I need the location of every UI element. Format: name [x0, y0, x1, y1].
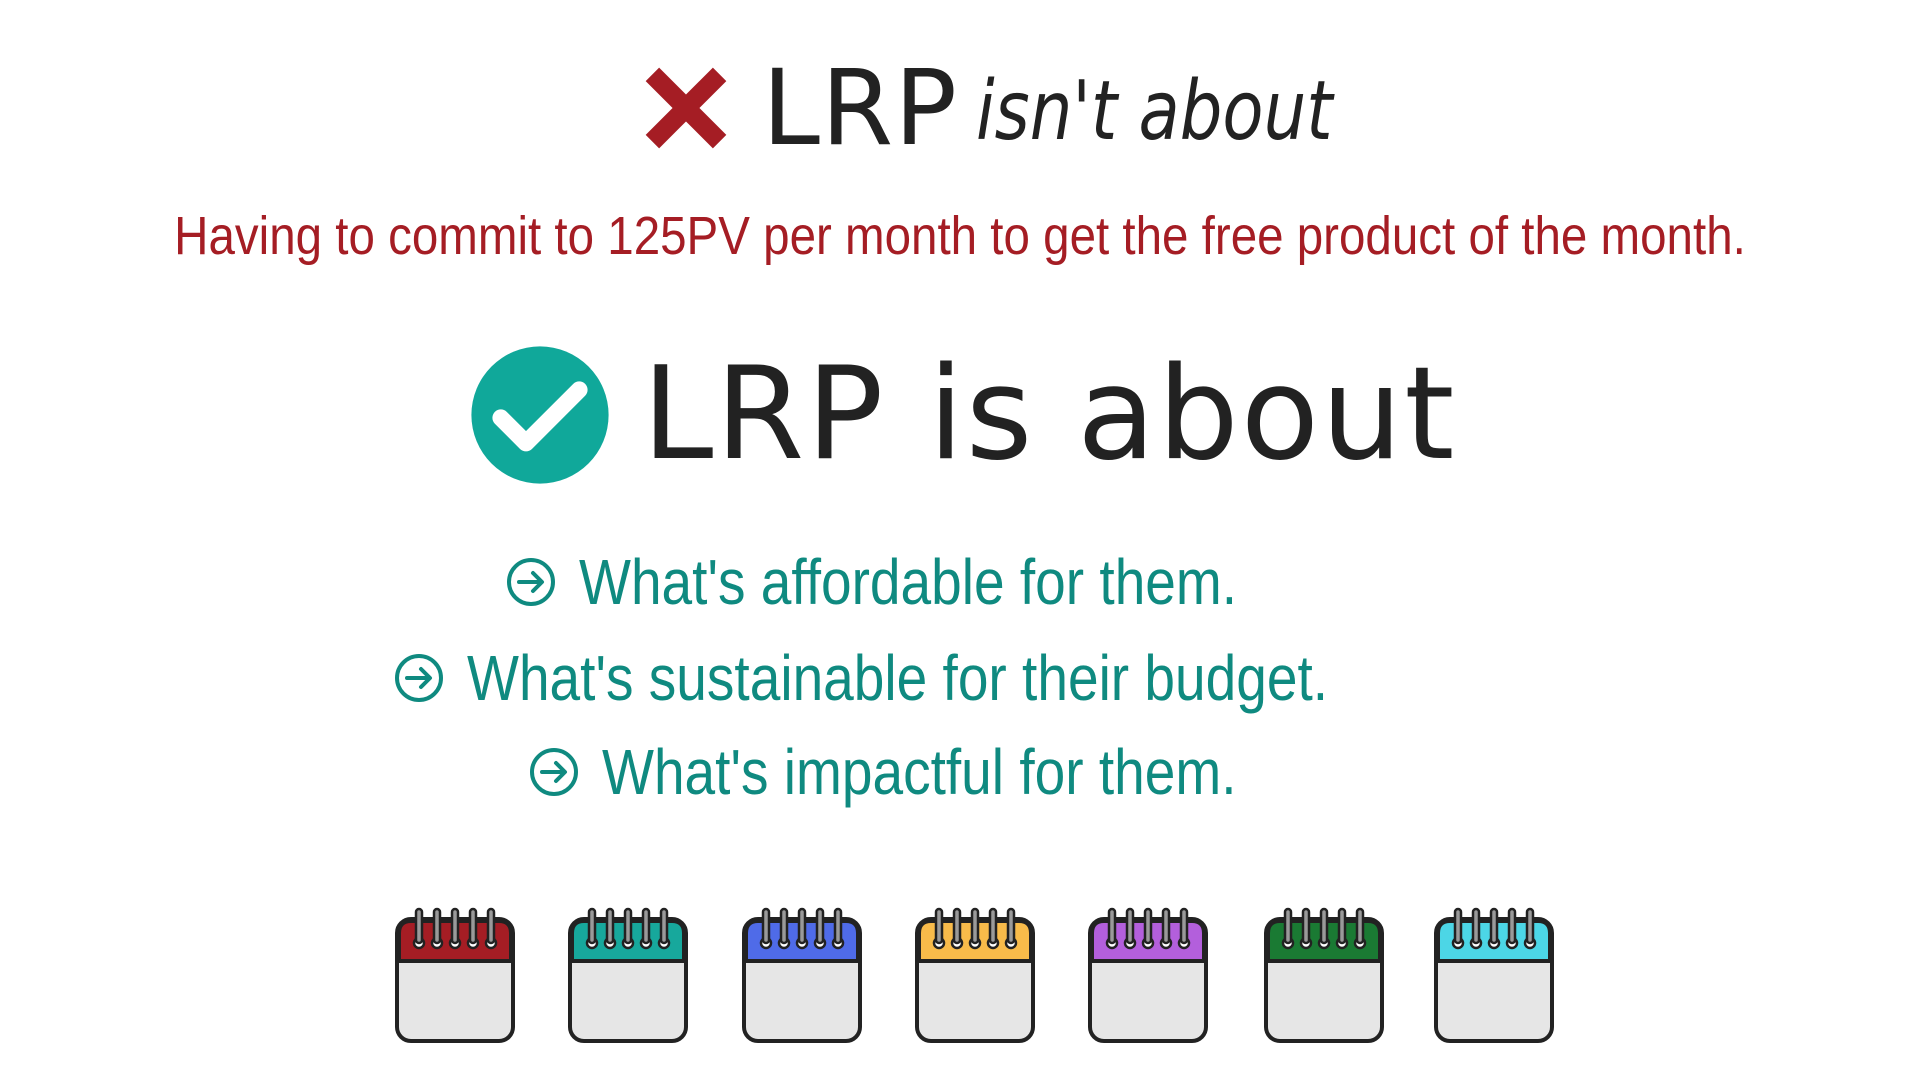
- bullet-item: What's impactful for them.: [528, 740, 1340, 804]
- bullet-item: What's affordable for them.: [505, 550, 1344, 614]
- calendar-icon: [1432, 905, 1556, 1045]
- heading-positive-text: LRP is about: [642, 340, 1457, 489]
- x-mark-icon: [645, 67, 727, 149]
- calendar-icon: [566, 905, 690, 1045]
- negative-statement-text: Having to commit to 125PV per month to g…: [174, 206, 1746, 266]
- arrow-circle-right-icon: [507, 558, 555, 606]
- calendar-icon: [913, 905, 1037, 1045]
- heading-negative: LRP isn't about: [630, 48, 1411, 168]
- bullet-item: What's sustainable for their budget.: [393, 646, 1468, 710]
- check-circle-icon: [471, 346, 609, 484]
- heading-positive: LRP is about: [470, 340, 1456, 490]
- arrow-circle-right-icon: [530, 748, 578, 796]
- bullet-text: What's impactful for them.: [602, 736, 1237, 808]
- heading-negative-text: isn't about: [975, 64, 1333, 159]
- calendar-icon: [740, 905, 864, 1045]
- calendar-icon: [393, 905, 517, 1045]
- calendar-row: [0, 905, 1920, 1045]
- negative-statement: Having to commit to 125PV per month to g…: [0, 205, 1920, 267]
- bullet-text: What's affordable for them.: [579, 546, 1238, 618]
- heading-negative-brand: LRP: [762, 47, 958, 169]
- calendar-icon: [1262, 905, 1386, 1045]
- arrow-circle-right-icon: [395, 654, 443, 702]
- bullet-text: What's sustainable for their budget.: [467, 642, 1329, 714]
- calendar-icon: [1086, 905, 1210, 1045]
